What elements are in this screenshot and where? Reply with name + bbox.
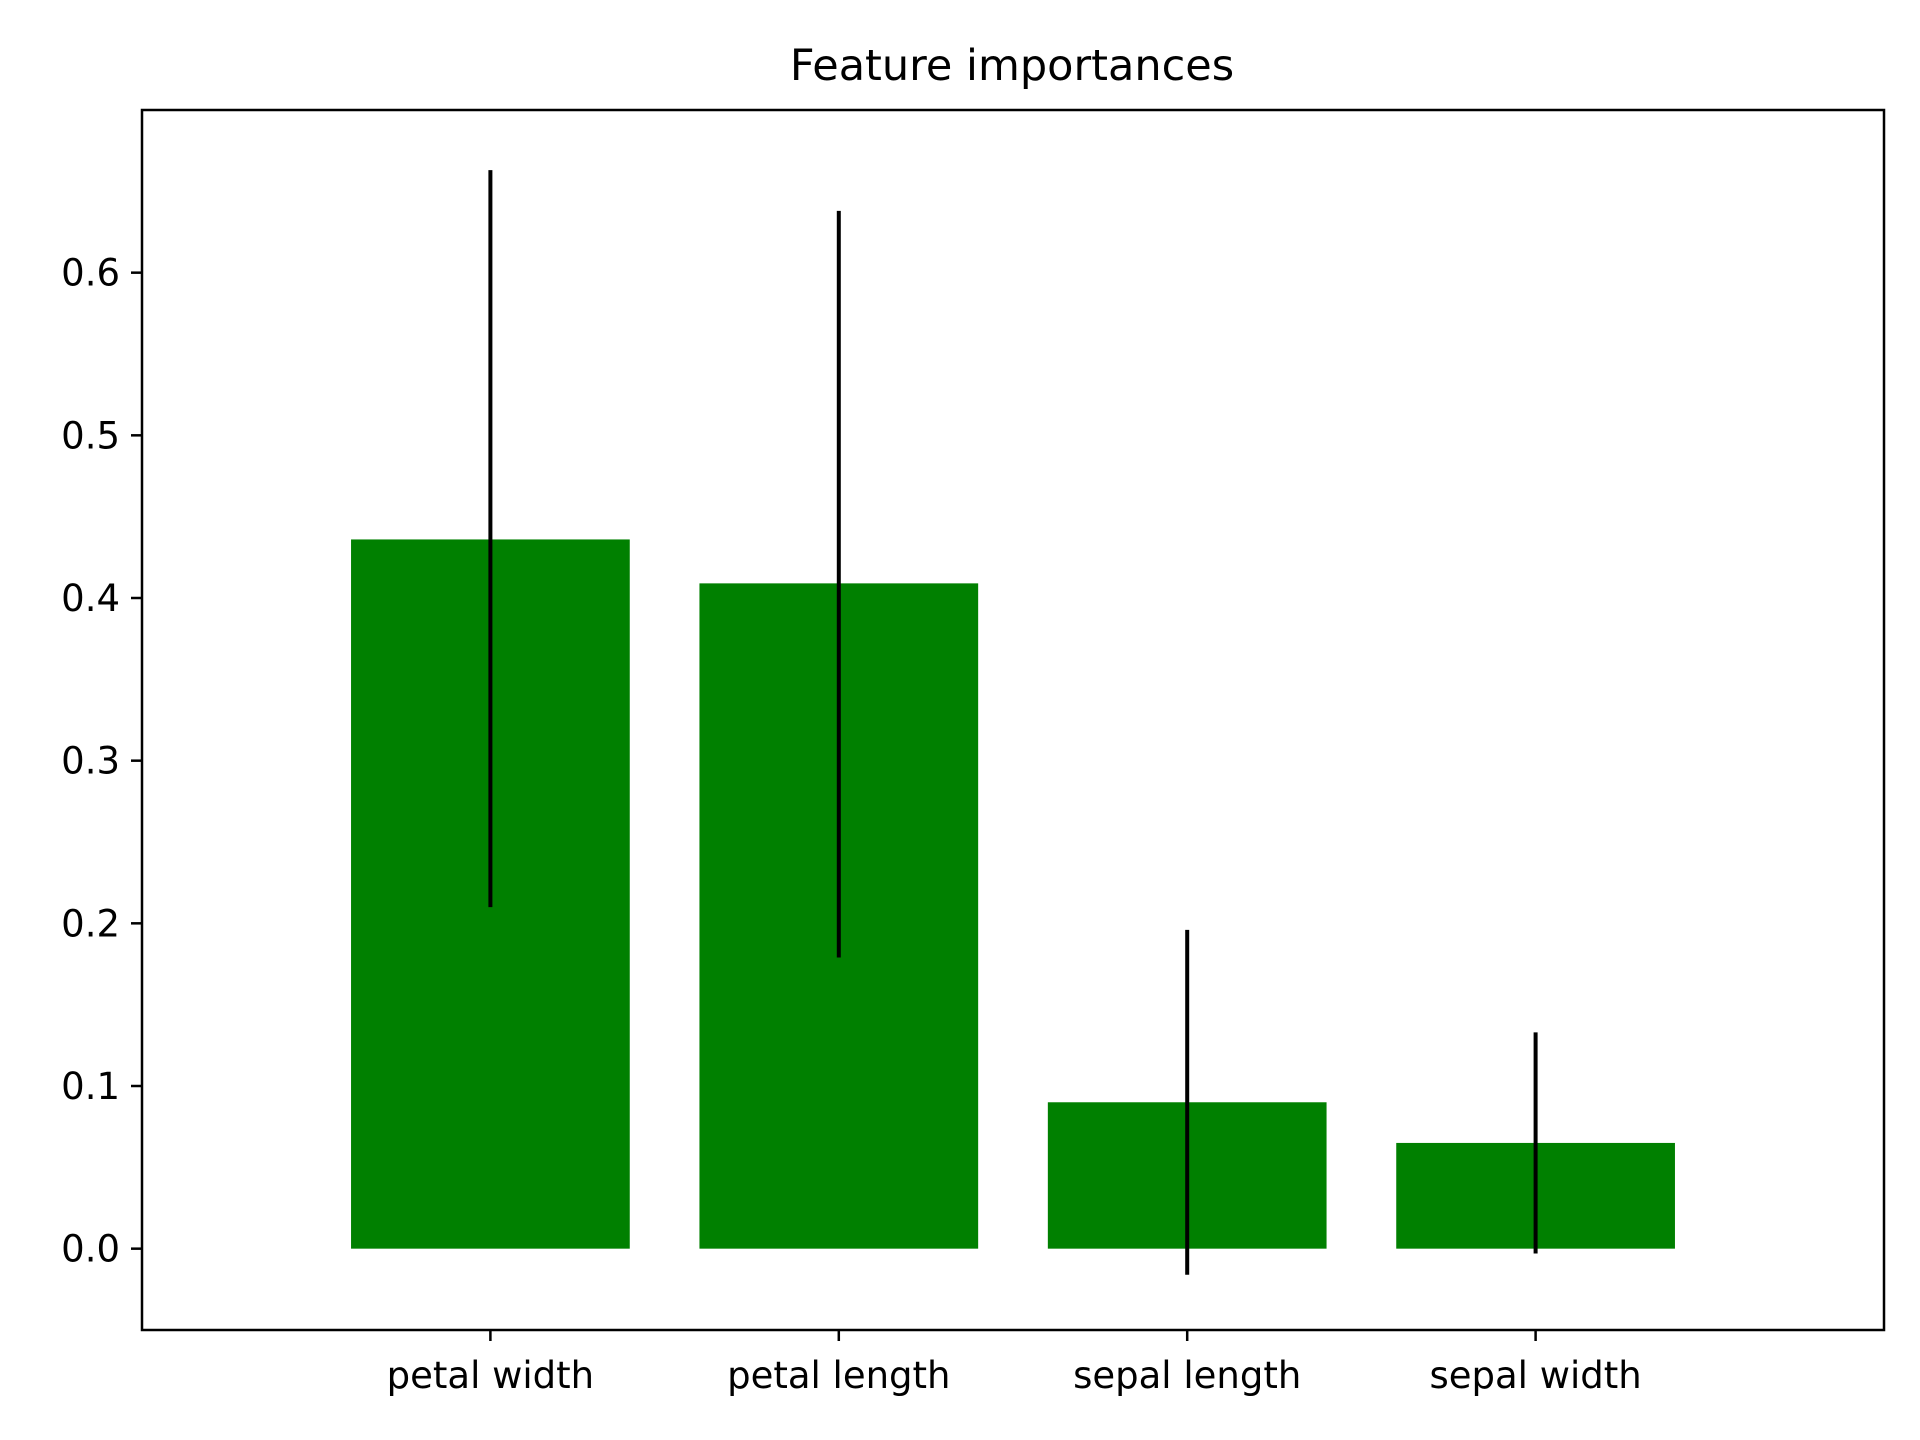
y-tick-label-4: 0.4 [61, 577, 120, 620]
chart-title: Feature importances [790, 41, 1234, 91]
y-tick-label-0: 0.0 [61, 1228, 120, 1271]
x-tick-label-0: petal width [387, 1354, 594, 1397]
y-axis: 0.0 0.1 0.2 0.3 0.4 0.5 0.6 [61, 252, 142, 1271]
plot-frame [140, 108, 1886, 1332]
x-tick-label-3: sepal width [1429, 1354, 1641, 1397]
x-tick-label-1: petal length [727, 1354, 950, 1397]
y-tick-label-5: 0.5 [61, 414, 120, 457]
y-tick-label-2: 0.2 [61, 902, 120, 945]
x-axis: petal width petal length sepal length sepal… [387, 1330, 1642, 1397]
x-tick-label-2: sepal length [1073, 1354, 1301, 1397]
y-tick-label-6: 0.6 [61, 252, 120, 295]
error-bars-group [488, 170, 1538, 1275]
y-tick-label-1: 0.1 [61, 1065, 120, 1108]
y-tick-label-3: 0.3 [61, 740, 120, 783]
